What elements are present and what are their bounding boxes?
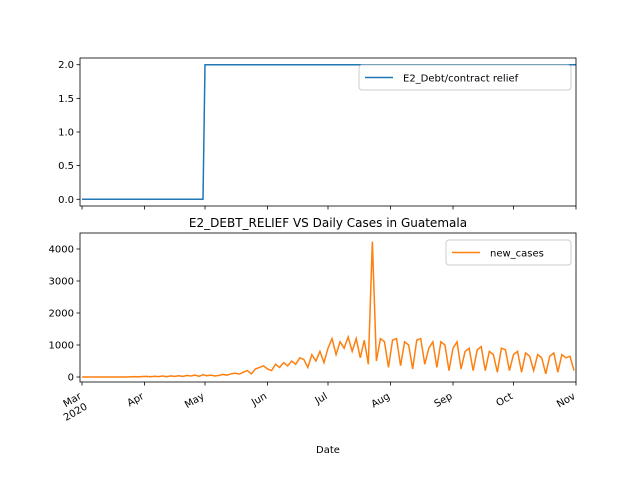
- chart-title: E2_DEBT_RELIEF VS Daily Cases in Guatema…: [189, 216, 467, 230]
- x-axis-label: Date: [316, 445, 340, 456]
- y-tick-label: 2.0: [58, 60, 74, 71]
- legend-label: new_cases: [490, 249, 544, 260]
- y-tick-label: 0.0: [58, 195, 74, 206]
- y-tick-label: 1.0: [58, 128, 74, 139]
- y-tick-label: 4000: [49, 245, 74, 256]
- y-tick-label: 2000: [49, 309, 74, 320]
- legend-label: E2_Debt/contract relief: [403, 74, 519, 85]
- legend-box: [358, 64, 572, 91]
- y-tick-label: 0: [68, 373, 74, 384]
- y-tick-label: 1000: [49, 341, 74, 352]
- axes-frame: [79, 57, 577, 207]
- series-line: [82, 241, 575, 378]
- y-tick-label: 1.5: [58, 94, 74, 105]
- y-tick-label: 3000: [49, 277, 74, 288]
- y-tick-label: 0.5: [58, 161, 74, 172]
- axes-frame: [79, 232, 577, 383]
- legend-box: [445, 239, 572, 266]
